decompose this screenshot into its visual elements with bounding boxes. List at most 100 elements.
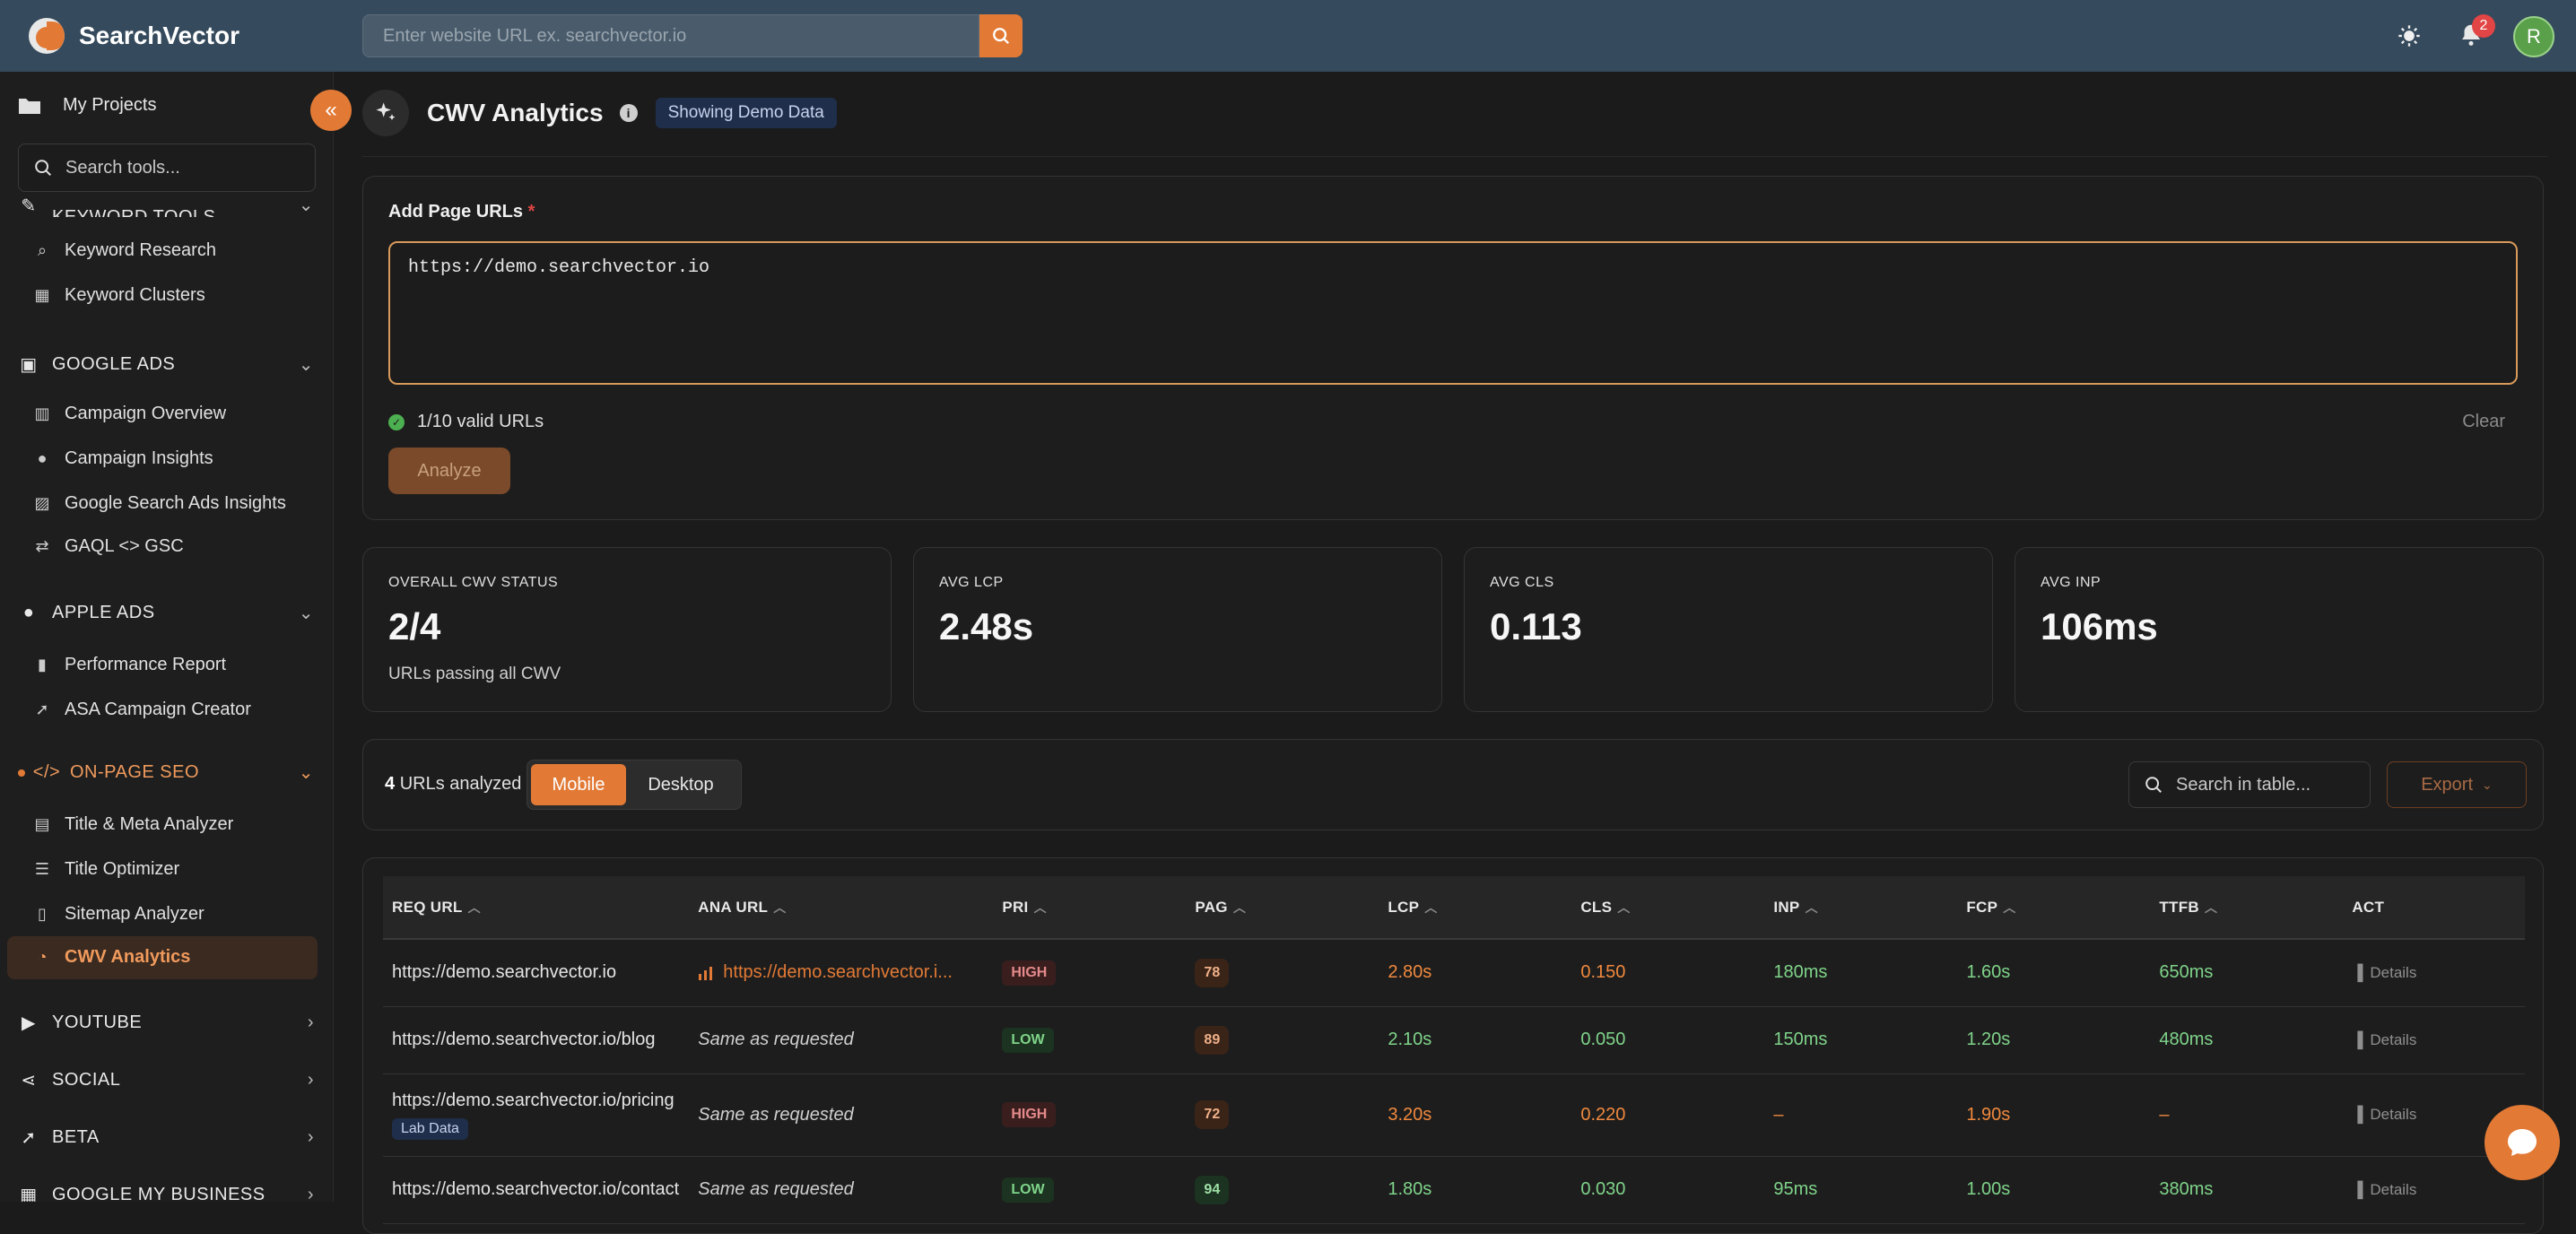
table-search-box[interactable] bbox=[2128, 761, 2371, 808]
sidebar-item-cwv-analytics[interactable]: ◔ CWV Analytics bbox=[32, 947, 316, 968]
sidebar-section-beta[interactable]: ➚ BETA › bbox=[18, 1126, 314, 1149]
priority-cell: HIGH bbox=[993, 1073, 1186, 1156]
analyze-button[interactable]: Analyze bbox=[388, 448, 510, 494]
column-header-pri[interactable]: PRI ︿ bbox=[993, 876, 1187, 940]
ana-url-cell[interactable]: https://demo.searchvector.i... bbox=[689, 939, 993, 1006]
column-header-inp[interactable]: INP ︿ bbox=[1764, 876, 1958, 940]
column-header-ana-url[interactable]: ANA URL ︿ bbox=[689, 876, 994, 940]
column-header-cls[interactable]: CLS ︿ bbox=[1571, 876, 1765, 940]
sidebar-section-youtube[interactable]: ▶ YOUTUBE › bbox=[18, 1012, 314, 1034]
sidebar-item-label: Title & Meta Analyzer bbox=[65, 814, 234, 834]
fcp-cell: 1.00s bbox=[1966, 1179, 2011, 1199]
chat-support-button[interactable] bbox=[2485, 1105, 2560, 1180]
export-button[interactable]: Export ⌄ bbox=[2387, 761, 2527, 808]
fcp-cell: 1.60s bbox=[1966, 962, 2011, 983]
priority-cell: HIGH bbox=[993, 939, 1186, 1006]
column-header-lcp[interactable]: LCP ︿ bbox=[1379, 876, 1572, 940]
sidebar-section-google-ads[interactable]: ▣ GOOGLE ADS ⌄ bbox=[18, 353, 314, 376]
column-header-fcp[interactable]: FCP ︿ bbox=[1957, 876, 2151, 940]
stat-card-avg-cls: AVG CLS 0.113 bbox=[1464, 547, 1993, 712]
page-score-cell: 78 bbox=[1186, 939, 1379, 1006]
user-avatar[interactable]: R bbox=[2513, 16, 2554, 57]
sidebar-item-title-optimizer[interactable]: ☰ Title Optimizer bbox=[32, 859, 316, 880]
table-row[interactable]: https://demo.searchvector.io/contact Sam… bbox=[383, 1156, 2525, 1223]
sidebar-item-google-search-ads-insights[interactable]: ▨ Google Search Ads Insights bbox=[32, 493, 316, 514]
website-url-input[interactable] bbox=[362, 14, 979, 57]
app-logo[interactable]: SearchVector bbox=[29, 18, 239, 54]
lcp-cell: 2.80s bbox=[1388, 962, 1432, 983]
lcp-cell: 1.80s bbox=[1388, 1179, 1432, 1199]
search-icon bbox=[993, 28, 1010, 45]
column-header-req-url[interactable]: REQ URL ︿ bbox=[383, 876, 690, 940]
chevron-down-icon: ⌄ bbox=[298, 604, 314, 623]
action-cell[interactable]: ▐ Details bbox=[2343, 1006, 2525, 1073]
map-icon: ▯ bbox=[38, 905, 47, 923]
sidebar-item-label: Title Optimizer bbox=[65, 859, 180, 879]
action-cell[interactable]: ▐ Details bbox=[2343, 1156, 2525, 1223]
sidebar-section-google-my-business[interactable]: ▦ GOOGLE MY BUSINESS › bbox=[18, 1184, 314, 1202]
column-header-act: ACT bbox=[2343, 876, 2525, 940]
lcp-cell: 2.10s bbox=[1388, 1030, 1432, 1049]
stat-value: 106ms bbox=[2041, 605, 2158, 647]
sidebar-item-campaign-overview[interactable]: ▥ Campaign Overview bbox=[32, 404, 316, 424]
bar-chart-icon: ▮ bbox=[38, 656, 47, 673]
collapse-sidebar-button[interactable]: « bbox=[310, 90, 352, 131]
pen-icon: ✎ bbox=[21, 196, 37, 216]
ads-icon: ▣ bbox=[20, 355, 38, 375]
sidebar-item-keyword-clusters[interactable]: ▦ Keyword Clusters bbox=[32, 285, 316, 306]
search-icon bbox=[35, 160, 51, 176]
mobile-tab[interactable]: Mobile bbox=[531, 764, 626, 805]
info-icon[interactable]: i bbox=[619, 104, 638, 122]
action-cell[interactable]: ▐ Details bbox=[2343, 939, 2525, 1006]
tool-search-input[interactable] bbox=[65, 157, 308, 178]
sidebar-item-sitemap-analyzer[interactable]: ▯ Sitemap Analyzer bbox=[32, 904, 316, 925]
section-label: APPLE ADS bbox=[52, 603, 155, 622]
column-header-ttfb[interactable]: TTFB ︿ bbox=[2150, 876, 2344, 940]
section-label: KEYWORD TOOLS bbox=[52, 207, 216, 217]
fcp-cell: 1.20s bbox=[1966, 1030, 2011, 1049]
chevron-down-icon: ⌄ bbox=[298, 355, 314, 375]
app-name: SearchVector bbox=[79, 22, 239, 49]
sidebar-item-keyword-research[interactable]: ⌕ Keyword Research bbox=[32, 240, 316, 261]
sidebar-section-apple-ads[interactable]: ● APPLE ADS ⌄ bbox=[18, 603, 314, 623]
table-row[interactable]: https://demo.searchvector.io https://dem… bbox=[383, 939, 2525, 1006]
columns-icon: ▥ bbox=[34, 404, 50, 422]
page-score-cell: 89 bbox=[1186, 1006, 1379, 1073]
sidebar-item-performance-report[interactable]: ▮ Performance Report bbox=[32, 655, 316, 675]
cls-cell: 0.220 bbox=[1580, 1104, 1626, 1125]
sidebar-section-on-page-seo[interactable]: </> ON-PAGE SEO ⌄ bbox=[18, 762, 314, 783]
page-urls-textarea[interactable]: https://demo.searchvector.io bbox=[388, 241, 2518, 385]
chevron-down-icon: ⌄ bbox=[298, 763, 314, 783]
url-search-button[interactable] bbox=[979, 14, 1023, 57]
table-search-input[interactable] bbox=[2176, 774, 2364, 795]
table-row[interactable]: https://demo.searchvector.io/pricing Lab … bbox=[383, 1073, 2525, 1156]
theme-toggle-sun-icon[interactable] bbox=[2397, 23, 2422, 48]
results-table-card: REQ URL ︿ ANA URL ︿ PRI ︿ PAG ︿ LCP ︿ CLS ︿ IN… bbox=[362, 857, 2544, 1234]
tool-search-box[interactable] bbox=[18, 143, 316, 192]
sidebar-item-gaql-gsc[interactable]: ⇄ GAQL <> GSC bbox=[32, 536, 316, 557]
ttfb-cell: 380ms bbox=[2159, 1179, 2214, 1199]
priority-cell: LOW bbox=[993, 1006, 1186, 1073]
desktop-tab[interactable]: Desktop bbox=[648, 774, 714, 795]
section-label: ON-PAGE SEO bbox=[70, 762, 200, 782]
demo-data-badge: Showing Demo Data bbox=[655, 98, 837, 128]
inp-cell: 180ms bbox=[1773, 962, 1828, 983]
stat-value: 0.113 bbox=[1490, 605, 1582, 647]
section-label: SOCIAL bbox=[52, 1070, 121, 1090]
sidebar-item-campaign-insights[interactable]: ● Campaign Insights bbox=[32, 448, 316, 469]
bar-chart-icon: ▐ bbox=[2352, 963, 2363, 981]
grid-icon: ▦ bbox=[34, 286, 50, 304]
sidebar-item-title-meta-analyzer[interactable]: ▤ Title & Meta Analyzer bbox=[32, 814, 316, 835]
page-score-badge: 94 bbox=[1195, 1175, 1230, 1204]
action-cell[interactable]: ▐ Details bbox=[2343, 1073, 2525, 1156]
my-projects-link[interactable]: My Projects bbox=[18, 95, 156, 116]
sidebar-section-keyword-tools[interactable]: ✎ KEYWORD TOOLS ⌄ bbox=[18, 194, 314, 217]
sidebar-section-social[interactable]: ⋖ SOCIAL › bbox=[18, 1069, 314, 1091]
clear-button[interactable]: Clear bbox=[2462, 412, 2505, 431]
stat-label: AVG INP bbox=[2041, 575, 2102, 590]
sidebar-item-asa-campaign-creator[interactable]: ➚ ASA Campaign Creator bbox=[32, 700, 316, 720]
apple-icon: ● bbox=[22, 603, 35, 622]
chevron-right-icon: › bbox=[307, 1185, 314, 1202]
column-header-pag[interactable]: PAG ︿ bbox=[1186, 876, 1379, 940]
table-row[interactable]: https://demo.searchvector.io/blog Same a… bbox=[383, 1006, 2525, 1073]
